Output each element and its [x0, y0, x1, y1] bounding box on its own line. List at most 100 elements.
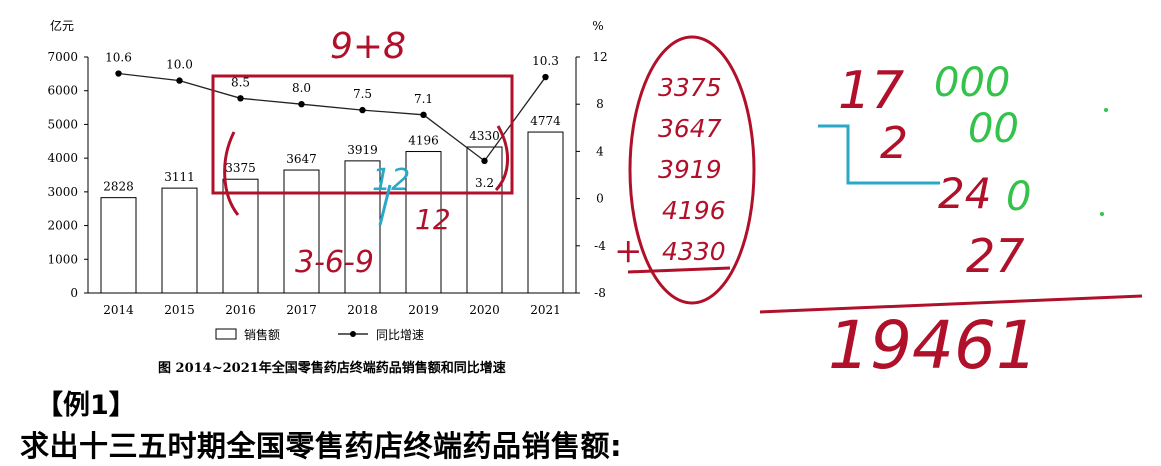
- example-label: 【例1】: [36, 390, 136, 421]
- bar-value-label: 3375: [225, 161, 256, 175]
- bar-value-label: 4330: [469, 129, 500, 143]
- growth-rate-line: [118, 72, 547, 162]
- growth-rate-point: [359, 106, 366, 114]
- right-tick-label: 8: [596, 97, 604, 111]
- calc-result: 19461: [828, 307, 1038, 384]
- bar: [283, 169, 320, 294]
- circled-list-outline: [628, 35, 756, 305]
- note-12-blue: 12: [372, 163, 410, 198]
- bar: [405, 151, 442, 294]
- figure-caption: 图 2014~2021年全国零售药店终端药品销售额和同比增速: [158, 361, 506, 376]
- growth-rate-point: [176, 77, 183, 84]
- legend-line-label: 同比增速: [376, 328, 424, 342]
- x-tick-label: 2019: [408, 303, 439, 317]
- right-tick-label: -4: [594, 239, 606, 253]
- bar-value-label: 3111: [164, 170, 195, 184]
- growth-rate-point: [298, 101, 305, 108]
- left-tick-label: 6000: [47, 84, 78, 98]
- right-tick-label: 4: [596, 144, 604, 158]
- calc-zero-green-3: 0: [1006, 174, 1031, 220]
- legend-bar-label: 销售额: [244, 327, 280, 342]
- growth-rate-point: [115, 70, 122, 77]
- left-tick-label: 1000: [47, 252, 78, 266]
- left-axis-unit: 亿元: [50, 18, 74, 33]
- note-12-red: 12: [415, 203, 451, 236]
- bar-value-label: 4774: [530, 114, 561, 128]
- green-dot-2: [1100, 212, 1104, 216]
- growth-rate-label: 3.2: [475, 176, 494, 190]
- circled-list-item: 3919: [658, 155, 722, 184]
- left-axis-ticks: 0 1000 2000 3000 4000 5000 6000 7000: [47, 50, 88, 300]
- x-tick-label: 2021: [530, 303, 561, 317]
- circled-list-item: 3375: [658, 73, 722, 102]
- right-tick-label: 12: [592, 50, 607, 64]
- legend-bar-swatch: [215, 328, 237, 340]
- open-paren-mark: [223, 131, 240, 216]
- bar: [100, 197, 137, 294]
- growth-rate-points: [115, 70, 549, 165]
- plus-sign: +: [614, 231, 643, 271]
- x-tick-label: 2017: [286, 303, 317, 317]
- list-sum-line: [627, 266, 731, 274]
- right-axis-ticks: -8 -4 0 4 8 12: [576, 50, 608, 300]
- calc-zeros-green-1: 000: [934, 60, 1010, 106]
- bar-value-label: 3919: [347, 143, 378, 157]
- bar-series: [100, 131, 564, 294]
- growth-rate-point: [481, 157, 488, 165]
- left-tick-label: 7000: [47, 50, 78, 64]
- circled-list: 3375 3647 3919 4196 4330: [658, 73, 726, 266]
- legend: 销售额 同比增速: [215, 327, 424, 342]
- calc-ones: 27: [966, 229, 1025, 283]
- green-dot-1: [1104, 108, 1108, 112]
- growth-rate-point: [237, 95, 244, 102]
- right-tick-label: 0: [596, 192, 604, 206]
- growth-rate-point: [542, 73, 549, 81]
- growth-rate-point: [420, 111, 427, 119]
- bar: [527, 131, 564, 294]
- growth-rate-label: 7.1: [414, 92, 433, 106]
- calc-zeros-green-2: 00: [968, 106, 1019, 152]
- growth-rate-label: 10.6: [105, 51, 132, 65]
- growth-rate-label: 8.5: [231, 75, 250, 89]
- circled-list-item: 4196: [662, 196, 726, 225]
- growth-rate-label: 10.0: [166, 58, 193, 72]
- note-9-plus-8: 9+8: [330, 26, 406, 67]
- x-tick-label: 2014: [103, 303, 134, 317]
- x-tick-label: 2015: [164, 303, 195, 317]
- chart: 亿元 % 0 1000 2000 3000 4000 5000 6000 7000 -8 -4 0…: [47, 18, 607, 342]
- right-axis-unit: %: [592, 19, 603, 33]
- close-paren-mark: [494, 125, 510, 192]
- question-text: 求出十三五时期全国零售药店终端药品销售额:: [20, 429, 623, 463]
- x-tick-label: 2020: [469, 303, 500, 317]
- bar-value-label: 2828: [103, 180, 134, 194]
- left-tick-label: 2000: [47, 219, 78, 233]
- growth-rate-label: 8.0: [292, 81, 311, 95]
- growth-rate-label: 10.3: [532, 54, 559, 68]
- calc-tenths: 17: [838, 61, 904, 121]
- bar: [466, 146, 503, 294]
- left-tick-label: 0: [70, 286, 78, 300]
- handwritten-annotations: 9+8 12 12 3-6-9 3375 3647 3919 4196 4330 + 1…: [211, 26, 1143, 384]
- calc-tens: 24: [938, 169, 991, 218]
- right-tick-label: -8: [594, 286, 606, 300]
- left-tick-label: 4000: [47, 151, 78, 165]
- calc-sum-line: [759, 294, 1143, 314]
- blue-bracket: [818, 124, 940, 185]
- x-tick-label: 2018: [347, 303, 378, 317]
- circled-list-item: 4330: [662, 237, 726, 266]
- bar: [161, 187, 198, 294]
- x-tick-label: 2016: [225, 303, 256, 317]
- highlight-box: [211, 74, 514, 195]
- growth-rate-label: 7.5: [353, 87, 372, 101]
- bar-labels: 2828 3111 3375 3647 3919 4196 4330 4774: [103, 114, 561, 194]
- note-3-6-9: 3-6-9: [295, 245, 374, 280]
- bar-value-label: 4196: [408, 134, 439, 148]
- bar: [344, 160, 381, 294]
- growth-rate-labels: 10.6 10.0 8.5 8.0 7.5 7.1 3.2 10.3: [105, 51, 559, 190]
- x-axis-labels: 2014 2015 2016 2017 2018 2019 2020 2021: [103, 303, 561, 317]
- bar-value-label: 3647: [286, 152, 317, 166]
- left-tick-label: 5000: [47, 117, 78, 131]
- caption-bar: [0, 380, 1161, 466]
- blue-slash-mark: [378, 184, 392, 226]
